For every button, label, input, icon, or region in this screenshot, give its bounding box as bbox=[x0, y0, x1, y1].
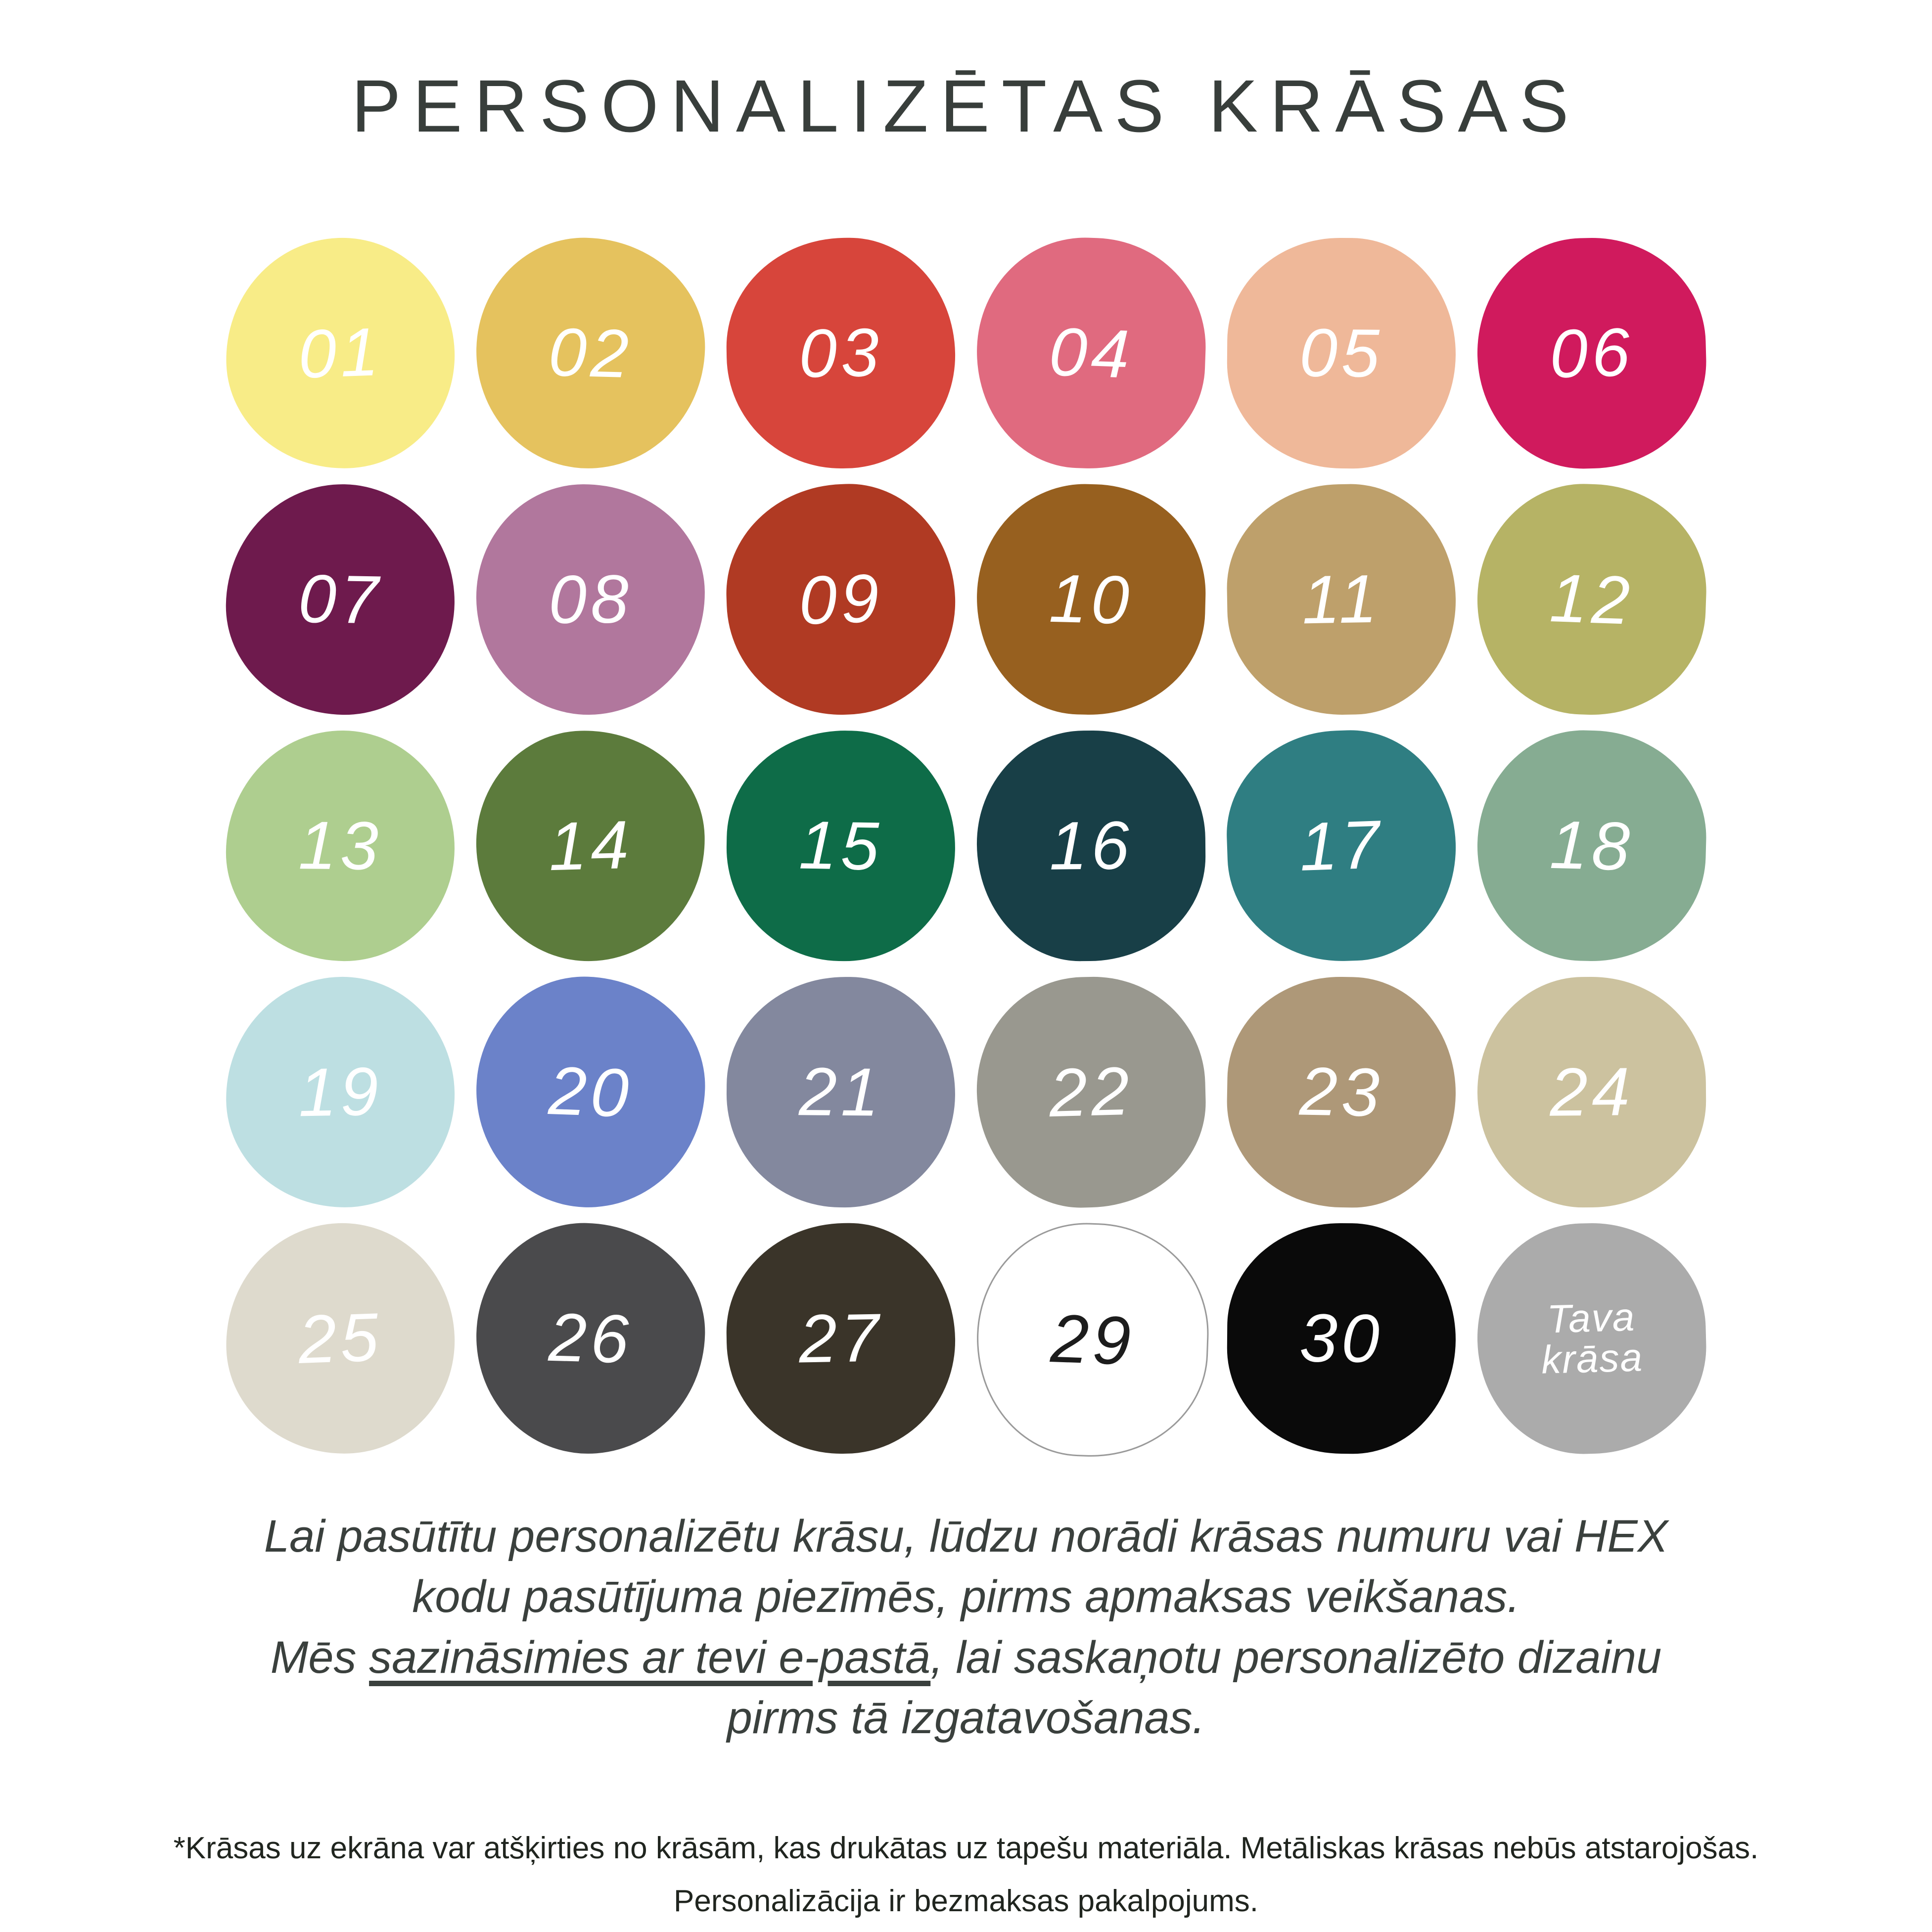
swatch-label-11: 11 bbox=[1301, 560, 1381, 639]
note-line-3-suffix: , lai saskaņotu personalizēto dizainu bbox=[930, 1632, 1662, 1683]
swatch-label-21: 21 bbox=[798, 1053, 883, 1131]
swatch-label-01: 01 bbox=[297, 313, 384, 393]
swatch-label-custom: Tava krāsa bbox=[1541, 1295, 1644, 1382]
swatch-label-10: 10 bbox=[1048, 560, 1134, 639]
color-swatch-03: 03 bbox=[724, 236, 958, 470]
page-title: PERSONALIZĒTAS KRĀSAS bbox=[351, 64, 1581, 147]
color-swatch-25: 25 bbox=[222, 1219, 459, 1458]
color-swatch-11: 11 bbox=[1225, 482, 1458, 717]
color-swatch-09: 09 bbox=[723, 480, 959, 719]
swatch-label-15: 15 bbox=[798, 807, 884, 885]
color-swatch-19: 19 bbox=[224, 975, 457, 1209]
color-swatch-05: 05 bbox=[1226, 236, 1457, 470]
color-swatch-10: 10 bbox=[973, 481, 1209, 718]
color-swatch-23: 23 bbox=[1225, 975, 1458, 1209]
color-swatch-07: 07 bbox=[224, 482, 457, 717]
swatch-label-20: 20 bbox=[547, 1052, 634, 1132]
color-swatch-14: 14 bbox=[473, 728, 708, 964]
swatch-label-05: 05 bbox=[1299, 314, 1384, 392]
color-swatch-22: 22 bbox=[973, 974, 1209, 1210]
swatch-label-02: 02 bbox=[548, 314, 634, 392]
color-swatch-16: 16 bbox=[975, 729, 1207, 963]
color-swatch-15: 15 bbox=[724, 729, 958, 963]
swatch-label-24: 24 bbox=[1549, 1053, 1634, 1131]
swatch-label-16: 16 bbox=[1049, 807, 1134, 884]
color-swatch-20: 20 bbox=[472, 973, 709, 1211]
note-line-4: pirms tā izgatavošanas. bbox=[727, 1693, 1205, 1744]
color-swatch-17: 17 bbox=[1223, 727, 1460, 965]
swatch-label-09: 09 bbox=[797, 559, 884, 639]
swatch-label-06: 06 bbox=[1549, 314, 1635, 392]
color-swatch-01: 01 bbox=[222, 234, 459, 472]
swatch-label-08: 08 bbox=[548, 560, 633, 638]
swatch-label-12: 12 bbox=[1548, 559, 1635, 639]
color-swatch-04: 04 bbox=[973, 234, 1209, 472]
note-line-2: kodu pasūtījuma piezīmēs, pirms apmaksas… bbox=[412, 1571, 1520, 1622]
swatch-label-17: 17 bbox=[1298, 806, 1385, 885]
color-swatch-08: 08 bbox=[475, 483, 706, 716]
color-swatch-26: 26 bbox=[473, 1220, 708, 1457]
swatch-label-07: 07 bbox=[297, 560, 383, 639]
order-note: Lai pasūtītu personalizētu krāsu, lūdzu … bbox=[0, 1506, 1932, 1748]
color-swatch-24: 24 bbox=[1476, 975, 1707, 1209]
swatch-label-22: 22 bbox=[1048, 1053, 1134, 1131]
swatch-label-03: 03 bbox=[798, 314, 884, 392]
swatch-label-23: 23 bbox=[1298, 1053, 1384, 1131]
swatch-label-30: 30 bbox=[1299, 1299, 1384, 1377]
note-line-3: Mēs sazināsimies ar tevi e-pastā, lai sa… bbox=[0, 1627, 1932, 1688]
swatch-label-04: 04 bbox=[1048, 313, 1135, 393]
color-swatch-custom: Tava krāsa bbox=[1474, 1220, 1709, 1457]
color-swatch-18: 18 bbox=[1474, 728, 1709, 964]
fine-print-line-1: *Krāsas uz ekrāna var atšķirties no krās… bbox=[173, 1831, 1759, 1866]
note-line-3-prefix: Mēs bbox=[270, 1632, 369, 1683]
note-line-1: Lai pasūtītu personalizētu krāsu, lūdzu … bbox=[264, 1511, 1668, 1562]
color-swatch-12: 12 bbox=[1473, 480, 1710, 719]
swatch-label-18: 18 bbox=[1549, 806, 1635, 885]
swatch-label-26: 26 bbox=[548, 1299, 634, 1378]
color-swatch-02: 02 bbox=[473, 235, 708, 471]
swatch-label-27: 27 bbox=[798, 1299, 884, 1378]
swatch-label-13: 13 bbox=[298, 807, 383, 884]
color-swatch-29: 29 bbox=[972, 1219, 1213, 1461]
color-swatch-grid: 01 02 03 04 05 06 07 08 09 10 11 12 13 14 15 16 17 18 19 20… bbox=[0, 234, 1932, 1461]
email-contact-underlined-text: sazināsimies ar tevi e-pastā bbox=[369, 1632, 931, 1683]
color-swatch-13: 13 bbox=[225, 729, 456, 963]
swatch-label-25: 25 bbox=[297, 1298, 384, 1378]
color-swatch-30: 30 bbox=[1226, 1222, 1457, 1455]
swatch-label-14: 14 bbox=[548, 806, 634, 885]
swatch-label-29: 29 bbox=[1049, 1300, 1136, 1380]
color-swatch-27: 27 bbox=[724, 1221, 958, 1456]
color-swatch-06: 06 bbox=[1474, 235, 1709, 471]
swatch-label-19: 19 bbox=[297, 1053, 383, 1131]
fine-print-line-2: Personalizācija ir bezmaksas pakalpojums… bbox=[674, 1884, 1258, 1919]
color-swatch-21: 21 bbox=[725, 975, 957, 1209]
fine-print: *Krāsas uz ekrāna var atšķirties no krās… bbox=[0, 1822, 1932, 1928]
